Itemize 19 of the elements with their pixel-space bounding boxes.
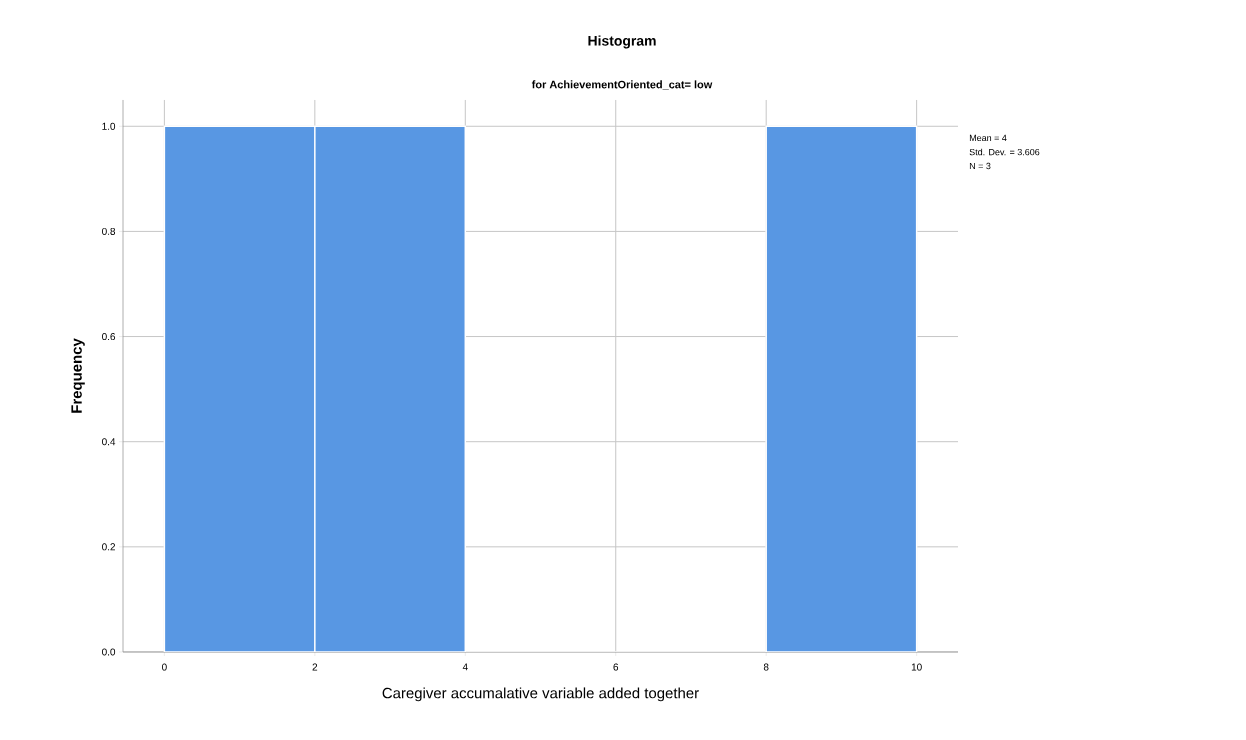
text: Mean = 4	[969, 134, 1007, 142]
text: Std. Dev. = 3.606	[969, 148, 1040, 156]
chart-subtitle: for AchievementOriented_cat= low	[531, 80, 713, 90]
y-tick-label: 1.0	[102, 122, 116, 130]
x-tick-label: 0	[162, 663, 167, 671]
text: N = 3	[969, 162, 991, 170]
x-tick-label: 4	[462, 663, 468, 671]
y-axis-title: Frequency	[71, 338, 85, 413]
y-tick-label: 0.8	[102, 227, 116, 235]
y-tick-label: 0.4	[102, 438, 116, 446]
x-tick-label: 10	[911, 663, 922, 671]
x-tick-label: 8	[763, 663, 769, 671]
y-tick-label: 0.0	[102, 648, 116, 656]
y-tick-label: 0.6	[102, 333, 116, 341]
x-tick-label: 6	[613, 663, 619, 671]
x-tick-label: 2	[312, 663, 318, 671]
x-axis-title: Caregiver accumalative variable added together	[382, 687, 699, 702]
chart-title: Histogram	[588, 35, 656, 49]
y-tick-label: 0.2	[102, 543, 115, 551]
